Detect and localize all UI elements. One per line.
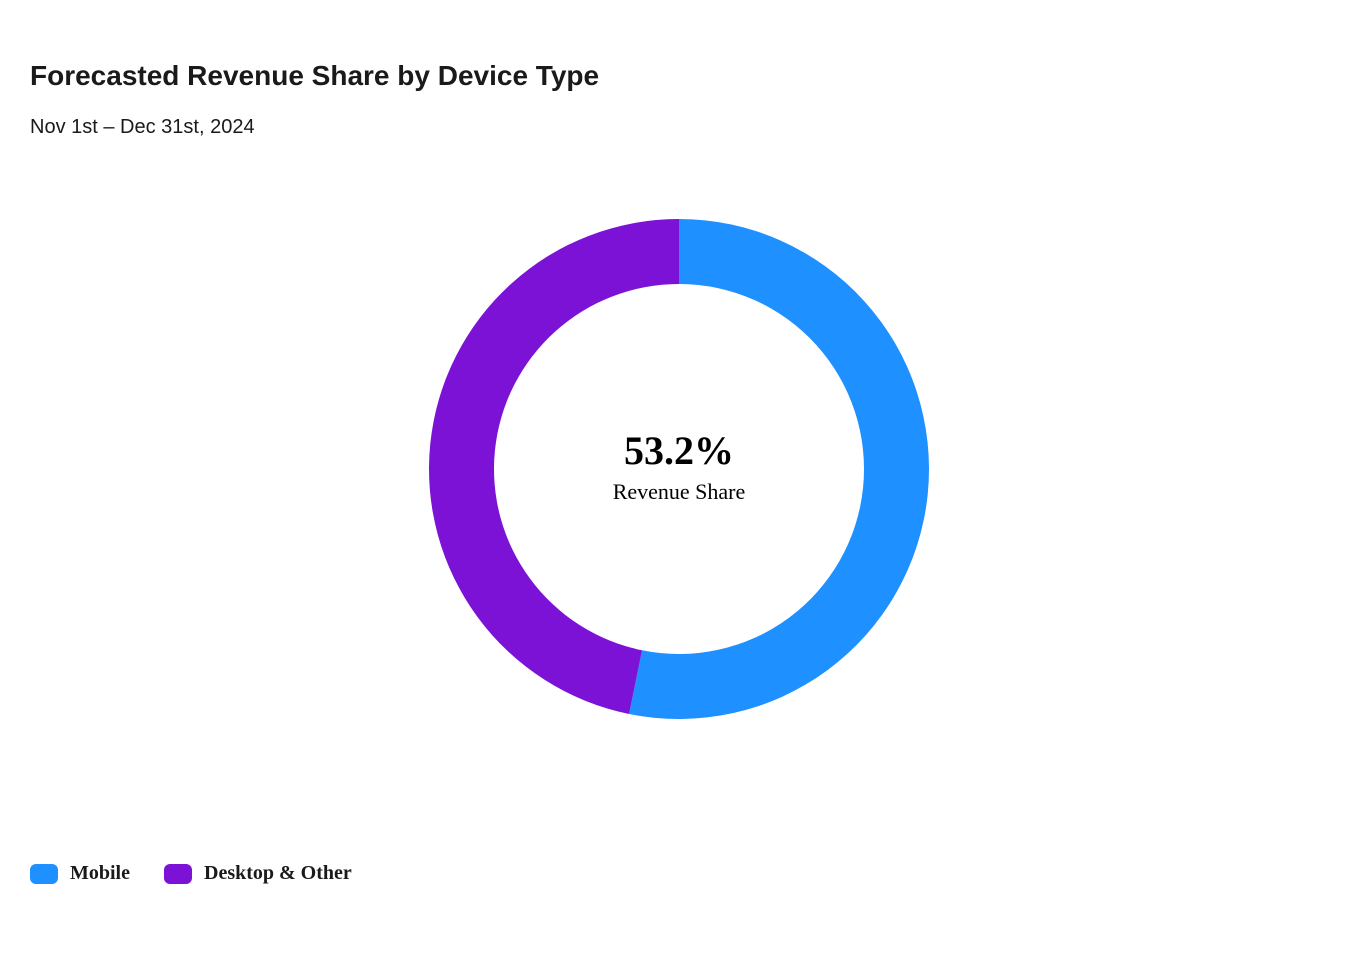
legend-label: Mobile xyxy=(70,862,130,885)
chart-title: Forecasted Revenue Share by Device Type xyxy=(30,60,1328,92)
chart-card: Forecasted Revenue Share by Device Type … xyxy=(0,0,1358,955)
legend-swatch xyxy=(164,864,192,884)
center-value: 53.2% xyxy=(624,428,734,473)
legend-item-desktop-other: Desktop & Other xyxy=(164,862,352,885)
legend-swatch xyxy=(30,864,58,884)
donut-chart: 53.2% Revenue Share xyxy=(379,169,979,769)
chart-area: 53.2% Revenue Share xyxy=(30,169,1328,769)
legend: Mobile Desktop & Other xyxy=(30,862,352,885)
chart-subtitle: Nov 1st – Dec 31st, 2024 xyxy=(30,116,1328,139)
center-label: Revenue Share xyxy=(613,479,746,504)
legend-item-mobile: Mobile xyxy=(30,862,130,885)
legend-label: Desktop & Other xyxy=(204,862,352,885)
